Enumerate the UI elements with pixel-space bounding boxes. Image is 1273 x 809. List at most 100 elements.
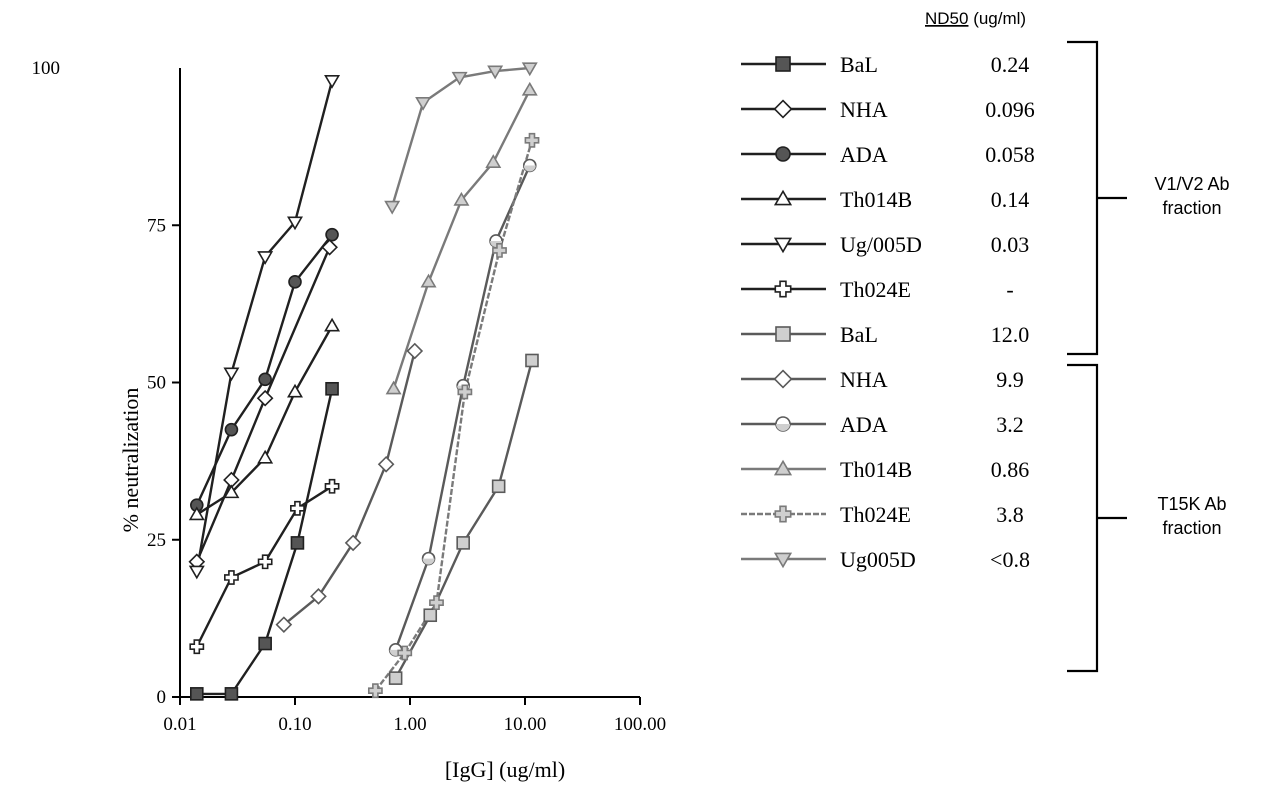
marker-shape [288, 275, 302, 289]
y-tick-label: 50 [147, 373, 166, 394]
series-line-3 [196, 325, 334, 516]
legend-label: ADA [840, 412, 888, 437]
marker-shape [223, 367, 240, 382]
legend-label: NHA [840, 97, 888, 122]
legend-entry-6: BaL 12.0 [741, 322, 1029, 347]
bracket-line [1067, 363, 1099, 673]
data-point-series-5 [290, 500, 305, 516]
legend-marker [775, 416, 791, 432]
data-point-series-1 [321, 238, 338, 256]
data-point-series-4 [257, 251, 274, 265]
marker-shape [521, 62, 538, 77]
data-point-series-7 [310, 588, 327, 605]
marker-shape [290, 536, 305, 550]
marker-fill [776, 424, 790, 431]
marker-shape [190, 687, 204, 701]
marker-shape [773, 237, 793, 254]
series-line-2 [195, 233, 334, 506]
nd50-value: 0.096 [985, 97, 1035, 122]
data-point-series-7 [344, 534, 362, 552]
marker-shape [485, 154, 502, 168]
data-point-series-0 [325, 381, 339, 396]
marker-shape [275, 616, 293, 633]
marker-shape [290, 500, 305, 516]
bracket-line [1067, 40, 1099, 356]
marker-shape [256, 389, 274, 407]
marker-shape [324, 317, 341, 332]
data-point-series-7 [275, 616, 293, 633]
legend-entry-2: ADA 0.058 [741, 142, 1035, 167]
data-point-series-10 [524, 132, 540, 148]
marker-shape [524, 132, 540, 148]
legend-entry-11: Ug005D <0.8 [741, 547, 1030, 572]
plot-axes [179, 68, 640, 698]
marker-shape [775, 146, 791, 162]
data-point-series-7 [377, 455, 395, 473]
legend-entry-0: BaL 0.24 [741, 52, 1029, 77]
nd50-value: 0.14 [991, 187, 1030, 212]
group-label-line: fraction [1162, 198, 1221, 218]
marker-shape [773, 189, 793, 206]
marker-shape [287, 216, 303, 231]
legend-label: BaL [840, 52, 878, 77]
legend-marker [773, 237, 793, 254]
legend-marker [773, 369, 793, 389]
bracket-group-1: T15K Ab fraction [1067, 363, 1227, 673]
data-point-series-9 [385, 380, 402, 395]
marker-shape [406, 342, 424, 360]
group-label-line: fraction [1162, 518, 1221, 538]
legend-label: BaL [840, 322, 878, 347]
marker-shape [384, 200, 401, 215]
y-tick-label: 0 [157, 687, 167, 708]
nd50-value: 9.9 [996, 367, 1024, 392]
nd50-value: 0.24 [991, 52, 1030, 77]
marker-shape [324, 478, 340, 494]
series-line-10 [374, 139, 534, 692]
legend-entry-9: Th014B 0.86 [741, 457, 1029, 482]
group-brackets: V1/V2 Ab fraction T15K Ab fraction [1067, 40, 1230, 673]
marker-shape [257, 554, 273, 570]
legend-entry-4: Ug/005D 0.03 [741, 232, 1029, 257]
marker-shape [521, 81, 538, 96]
legend-entry-10: Th024E 3.8 [741, 502, 1024, 527]
data-point-series-0 [290, 536, 305, 550]
marker-shape [457, 384, 473, 400]
series-line-4 [195, 80, 334, 572]
x-tick-label: 0.10 [278, 714, 311, 735]
legend-label: Th014B [840, 187, 912, 212]
legend-label: Th024E [840, 277, 911, 302]
marker-shape [258, 372, 272, 387]
marker-shape [224, 422, 239, 437]
data-point-series-11 [521, 62, 538, 77]
marker-shape [492, 243, 507, 258]
data-point-series-4 [223, 367, 240, 382]
marker-shape [377, 455, 395, 473]
data-point-series-10 [492, 243, 507, 258]
marker-shape [487, 65, 504, 80]
data-point-series-6 [388, 671, 403, 685]
legend-marker [775, 326, 791, 342]
legend-label: NHA [840, 367, 888, 392]
marker-shape [257, 449, 274, 464]
marker-shape [258, 636, 272, 651]
data-point-series-11 [487, 65, 504, 80]
data-point-series-0 [190, 687, 204, 701]
marker-shape [324, 74, 341, 89]
data-point-series-3 [188, 506, 205, 521]
marker-shape [774, 280, 792, 298]
marker-shape [397, 645, 413, 661]
legend-entry-5: Th024E - [741, 277, 1014, 302]
legend-entry-1: NHA 0.096 [741, 97, 1035, 122]
marker-shape [773, 99, 793, 119]
data-point-series-10 [457, 384, 473, 400]
marker-shape [388, 671, 403, 685]
legend: BaL 0.24 NHA 0.096 ADA 0.058 Th014B 0.14 Ug/005D… [741, 52, 1035, 572]
bracket-group-0: V1/V2 Ab fraction [1067, 40, 1230, 356]
data-point-series-7 [406, 342, 424, 360]
marker-shape [224, 570, 239, 585]
legend-entry-3: Th014B 0.14 [741, 187, 1029, 212]
nd50-value: 0.058 [985, 142, 1035, 167]
marker-shape [224, 687, 239, 701]
data-point-series-9 [453, 191, 470, 206]
